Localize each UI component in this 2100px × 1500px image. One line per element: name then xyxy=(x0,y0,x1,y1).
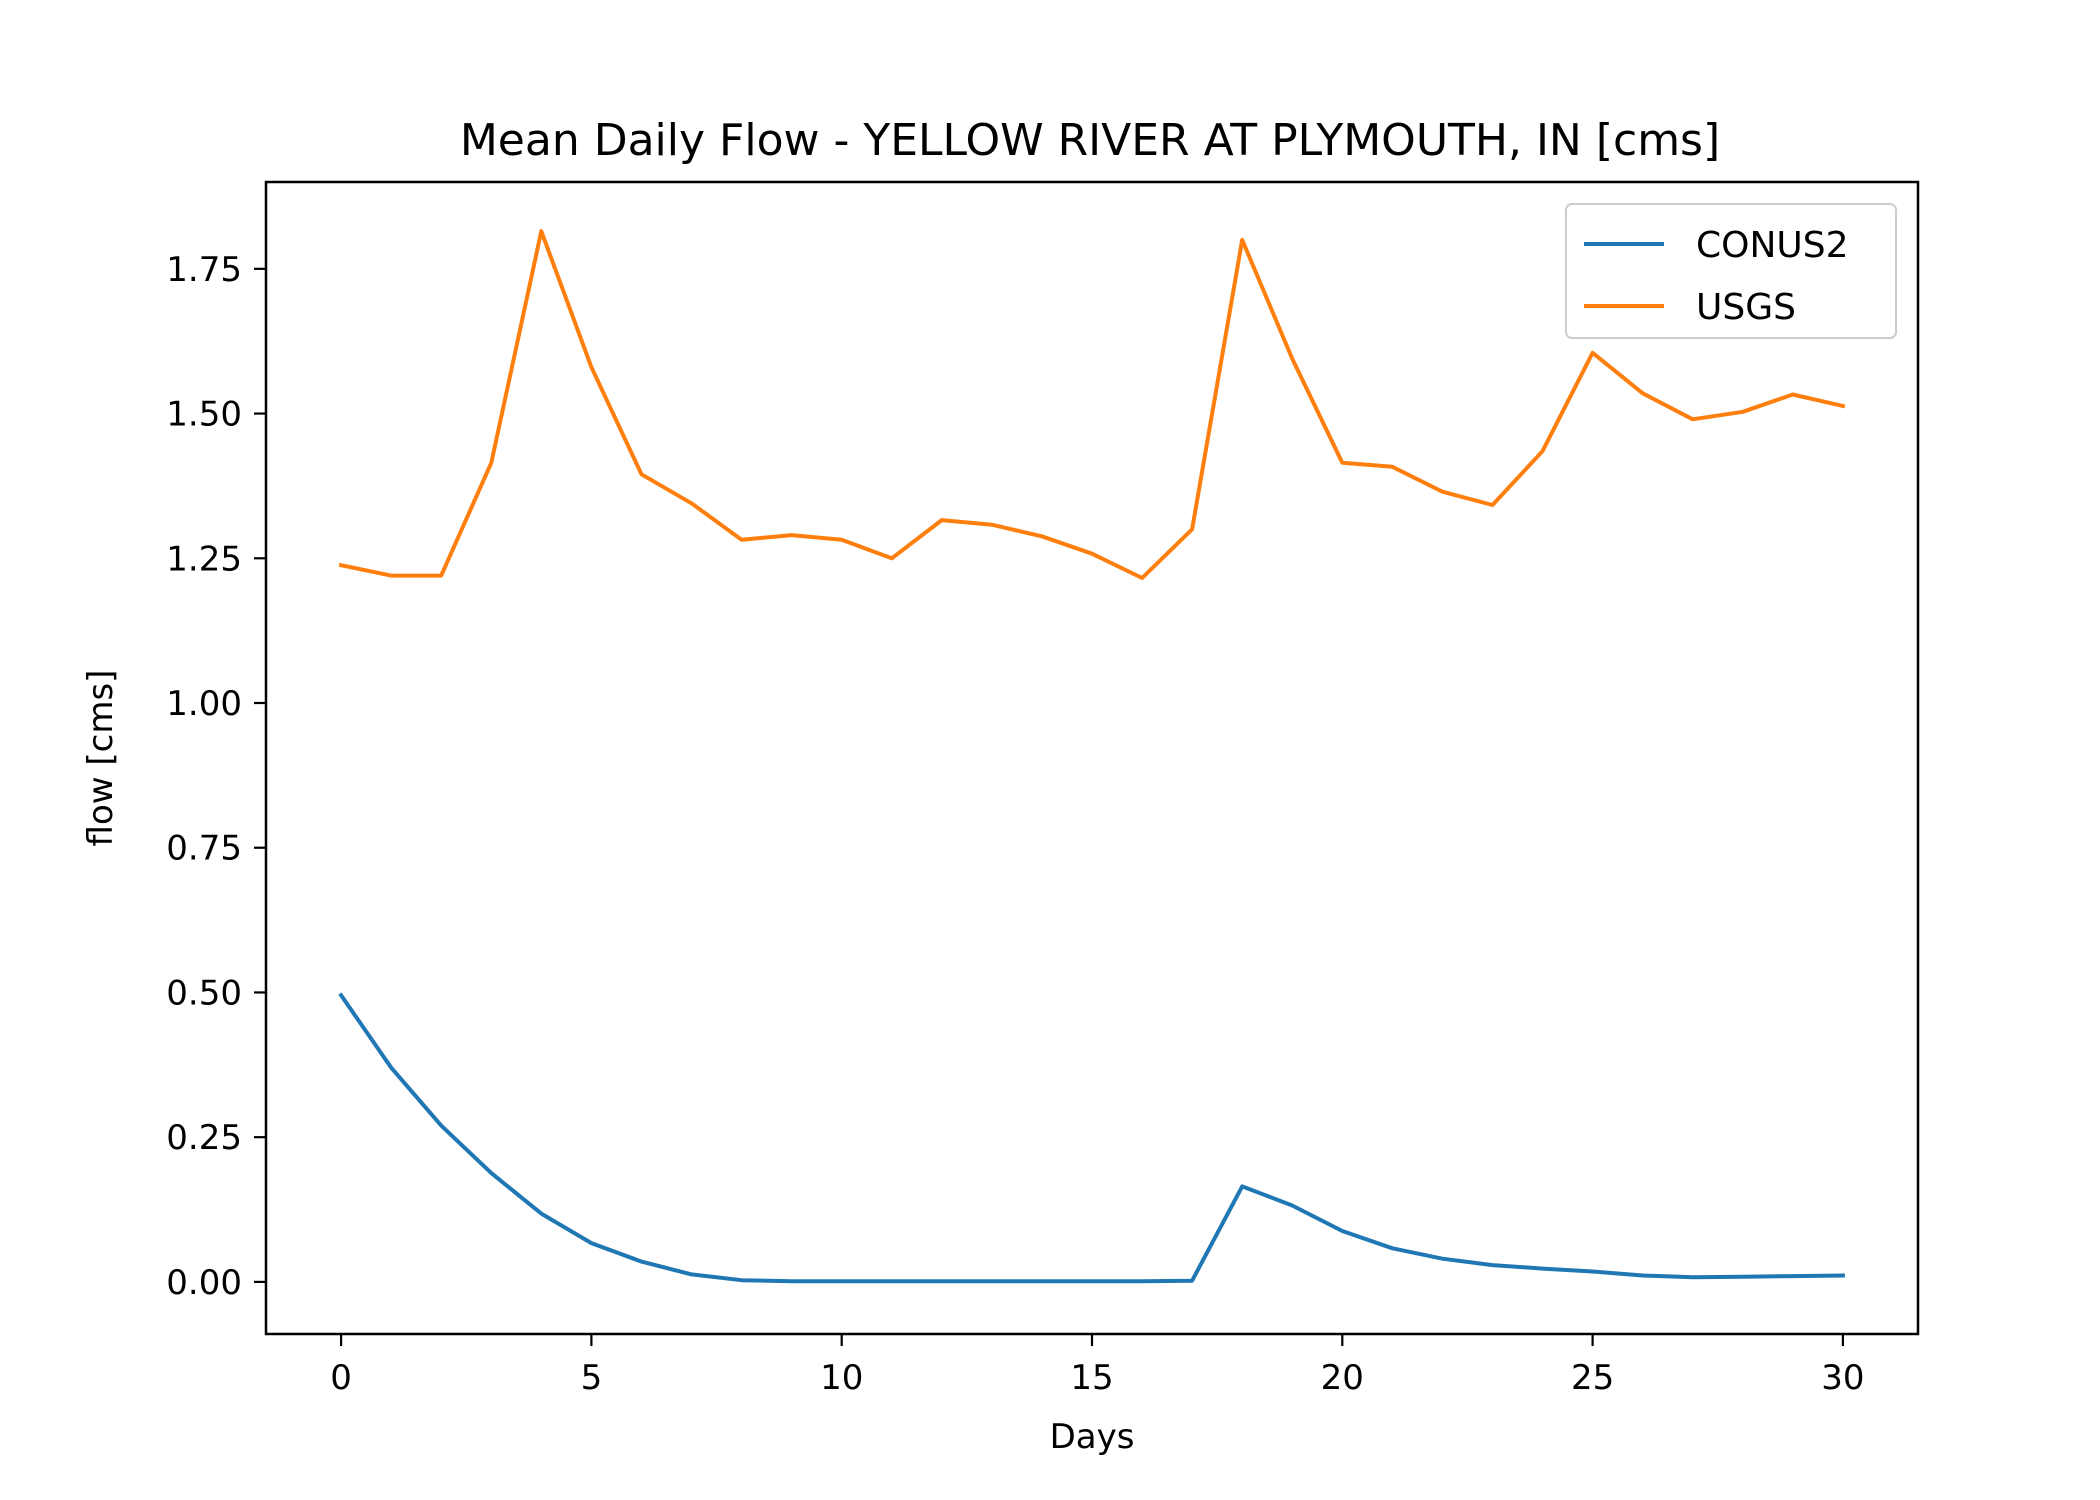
y-tick-label: 0.50 xyxy=(166,973,242,1013)
legend-label-usgs: USGS xyxy=(1696,287,1796,328)
y-tick-label: 1.75 xyxy=(166,250,242,290)
series-line-conus2 xyxy=(338,992,1845,1284)
series-line-usgs xyxy=(338,229,1846,580)
x-tick-label: 15 xyxy=(1070,1358,1113,1398)
legend: CONUS2 USGS xyxy=(1565,203,1897,339)
x-tick-label: 20 xyxy=(1321,1358,1364,1398)
chart-title: Mean Daily Flow - YELLOW RIVER AT PLYMOU… xyxy=(460,115,1720,166)
x-tick-label: 25 xyxy=(1571,1358,1614,1398)
x-tick-label: 10 xyxy=(820,1358,863,1398)
y-axis-label: flow [cms] xyxy=(81,670,121,847)
y-tick-label: 0.25 xyxy=(166,1118,242,1158)
x-tick-label: 30 xyxy=(1821,1358,1864,1398)
x-axis-ticks: 0 5 10 15 20 25 30 xyxy=(330,1334,1865,1398)
x-tick-label: 0 xyxy=(330,1358,352,1398)
plot-lines xyxy=(338,229,1846,1284)
y-tick-label: 0.00 xyxy=(166,1263,242,1303)
x-axis-label: Days xyxy=(1050,1417,1135,1457)
y-tick-label: 1.25 xyxy=(166,539,242,579)
x-tick-label: 5 xyxy=(581,1358,603,1398)
y-axis-ticks: 0.00 0.25 0.50 0.75 1.00 1.25 1.50 1.75 xyxy=(166,250,266,1303)
legend-label-conus2: CONUS2 xyxy=(1696,225,1849,266)
y-tick-label: 1.00 xyxy=(166,684,242,724)
y-tick-label: 1.50 xyxy=(166,395,242,435)
y-tick-label: 0.75 xyxy=(166,829,242,869)
